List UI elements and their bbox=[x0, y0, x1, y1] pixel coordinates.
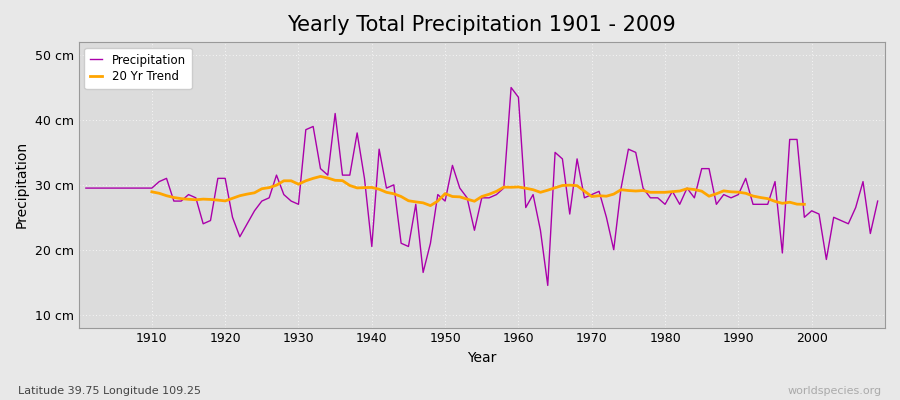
Precipitation bbox=[506, 85, 517, 90]
Precipitation bbox=[345, 173, 356, 178]
20 Yr Trend bbox=[718, 188, 729, 193]
Precipitation bbox=[520, 205, 531, 210]
Precipitation bbox=[543, 283, 553, 288]
20 Yr Trend bbox=[704, 194, 715, 199]
Precipitation bbox=[872, 199, 883, 204]
20 Yr Trend bbox=[616, 187, 626, 192]
20 Yr Trend bbox=[315, 174, 326, 179]
Y-axis label: Precipitation: Precipitation bbox=[15, 141, 29, 228]
Precipitation bbox=[513, 95, 524, 100]
Text: worldspecies.org: worldspecies.org bbox=[788, 386, 882, 396]
20 Yr Trend bbox=[799, 202, 810, 207]
Precipitation bbox=[301, 127, 311, 132]
Text: Latitude 39.75 Longitude 109.25: Latitude 39.75 Longitude 109.25 bbox=[18, 386, 201, 396]
Precipitation bbox=[616, 186, 626, 190]
20 Yr Trend bbox=[352, 186, 363, 190]
X-axis label: Year: Year bbox=[467, 351, 497, 365]
Line: Precipitation: Precipitation bbox=[86, 88, 878, 286]
20 Yr Trend bbox=[425, 203, 436, 208]
Precipitation bbox=[80, 186, 91, 190]
20 Yr Trend bbox=[784, 200, 795, 205]
Precipitation bbox=[140, 186, 150, 190]
20 Yr Trend bbox=[147, 190, 158, 194]
Title: Yearly Total Precipitation 1901 - 2009: Yearly Total Precipitation 1901 - 2009 bbox=[287, 15, 676, 35]
20 Yr Trend bbox=[234, 193, 245, 198]
Legend: Precipitation, 20 Yr Trend: Precipitation, 20 Yr Trend bbox=[85, 48, 192, 89]
Line: 20 Yr Trend: 20 Yr Trend bbox=[152, 176, 805, 206]
